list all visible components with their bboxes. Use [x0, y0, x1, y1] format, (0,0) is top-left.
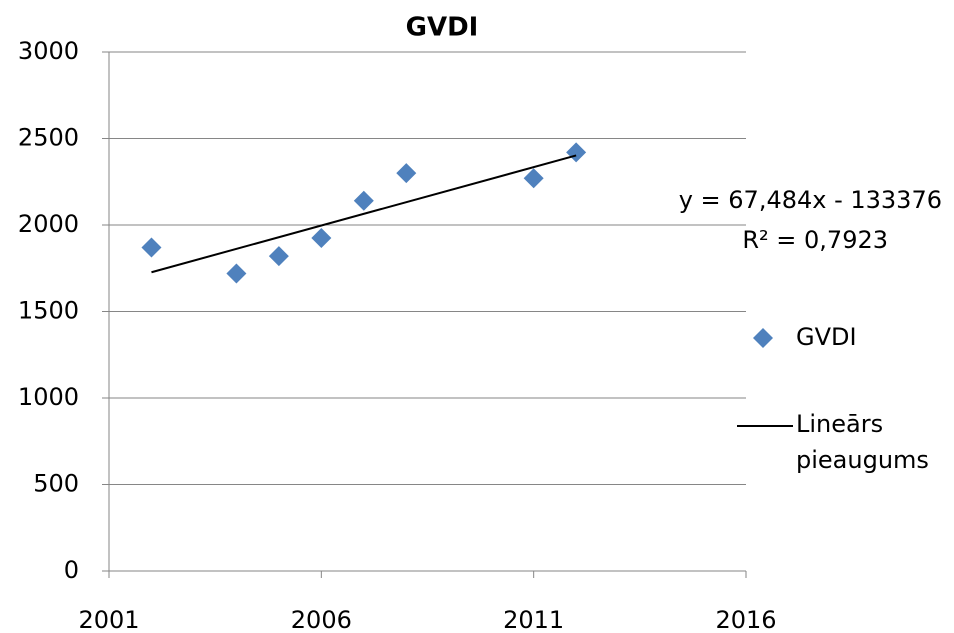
legend-label: GVDI — [796, 323, 857, 351]
data-point — [268, 246, 289, 267]
trendline-equation: y = 67,484x - 133376 — [679, 186, 942, 214]
legend-marker — [753, 328, 773, 348]
y-tick-label: 3000 — [18, 37, 79, 65]
x-tick-label: 2006 — [291, 606, 352, 633]
data-point — [353, 190, 374, 211]
data-point — [226, 263, 247, 284]
y-tick-label: 0 — [64, 556, 79, 584]
data-point — [311, 227, 332, 248]
trendline — [151, 154, 577, 274]
data-point — [141, 237, 162, 258]
x-tick-label: 2016 — [715, 606, 776, 633]
data-point — [396, 163, 417, 184]
x-tick-label: 2011 — [503, 606, 564, 633]
x-tick-label: 2001 — [78, 606, 139, 633]
y-tick-label: 2500 — [18, 124, 79, 152]
data-point — [523, 168, 544, 189]
chart-title: GVDI — [406, 13, 479, 43]
y-tick-label: 500 — [33, 470, 79, 498]
y-tick-label: 1500 — [18, 297, 79, 325]
r-squared: R² = 0,7923 — [742, 226, 888, 254]
y-tick-label: 2000 — [18, 210, 79, 238]
y-tick-label: 1000 — [18, 383, 79, 411]
data-point — [566, 142, 587, 163]
legend-line-label: Lineārs pieaugums — [796, 410, 929, 474]
